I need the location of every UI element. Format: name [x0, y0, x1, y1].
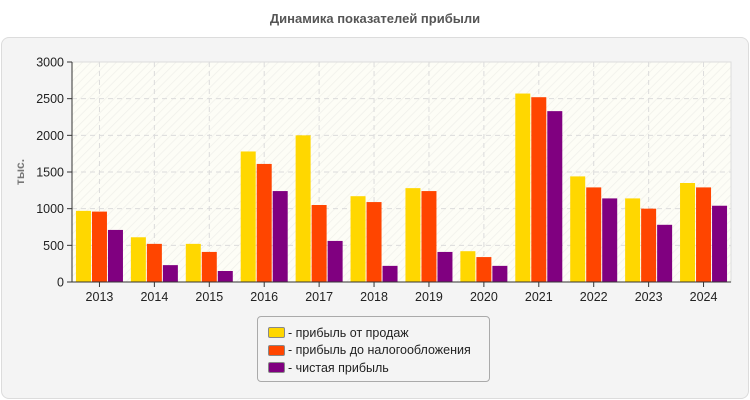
bar-2023-series-3: [657, 224, 673, 282]
bar-2014-series-1: [130, 237, 146, 282]
bar-2022-series-2: [586, 187, 602, 282]
legend-swatch: [268, 344, 285, 356]
bar-2019-series-3: [437, 251, 453, 282]
legend: - прибыль от продаж - прибыль до налогоо…: [257, 316, 490, 382]
bar-2015-series-1: [185, 243, 201, 282]
x-tick-label: 2019: [415, 290, 443, 304]
bar-2016-series-3: [272, 191, 288, 282]
bar-2022-series-3: [602, 198, 618, 282]
bar-2020-series-1: [460, 251, 476, 282]
bar-2013-series-2: [91, 211, 107, 282]
y-tick-label: 1500: [36, 166, 64, 180]
legend-label: - прибыль от продаж: [288, 325, 409, 340]
bar-2020-series-2: [476, 257, 492, 282]
legend-item: - чистая прибыль: [268, 359, 489, 377]
bar-2021-series-3: [547, 111, 563, 282]
bar-2023-series-1: [625, 198, 641, 282]
x-tick-label: 2015: [195, 290, 223, 304]
chart-title: Динамика показателей прибыли: [269, 11, 481, 26]
bar-2014-series-2: [146, 243, 162, 282]
legend-item: - прибыль до налогообложения: [268, 342, 489, 360]
bar-2018-series-1: [350, 196, 366, 282]
bar-2013-series-1: [75, 210, 91, 282]
bar-2013-series-3: [107, 229, 123, 282]
y-axis-label: тыс.: [13, 159, 27, 185]
legend-label: - прибыль до налогообложения: [288, 343, 471, 358]
bar-2020-series-3: [492, 265, 508, 282]
y-tick-label: 3000: [36, 56, 64, 70]
bar-2017-series-1: [295, 135, 311, 282]
x-tick-label: 2018: [360, 290, 388, 304]
y-tick-label: 500: [43, 239, 64, 253]
legend-swatch: [268, 327, 285, 339]
bar-2019-series-1: [405, 188, 421, 282]
y-tick-label: 2000: [36, 129, 64, 143]
bar-2021-series-1: [515, 93, 531, 283]
x-tick-label: 2022: [580, 290, 608, 304]
bar-2014-series-3: [162, 265, 178, 282]
y-tick-label: 2500: [36, 92, 64, 106]
legend-label: - чистая прибыль: [288, 360, 389, 375]
y-tick-label: 0: [57, 276, 64, 290]
bar-2015-series-2: [201, 251, 217, 282]
legend-item: - прибыль от продаж: [268, 324, 489, 342]
y-tick-label: 1000: [36, 202, 64, 216]
bar-2023-series-2: [641, 208, 657, 282]
x-tick-label: 2023: [635, 290, 663, 304]
x-tick-label: 2017: [305, 290, 333, 304]
bar-2018-series-2: [366, 202, 382, 282]
x-tick-label: 2020: [470, 290, 498, 304]
legend-swatch: [268, 362, 285, 374]
bar-2016-series-1: [240, 151, 256, 282]
x-tick-label: 2016: [250, 290, 278, 304]
bar-2017-series-2: [311, 205, 327, 282]
bar-2015-series-3: [217, 271, 233, 282]
bar-2024-series-1: [680, 183, 696, 282]
x-tick-label: 2014: [140, 290, 168, 304]
bar-2016-series-2: [256, 163, 272, 282]
x-tick-label: 2024: [690, 290, 718, 304]
bar-2019-series-2: [421, 191, 437, 282]
x-tick-label: 2013: [86, 290, 114, 304]
bar-2024-series-3: [712, 205, 728, 282]
x-tick-label: 2021: [525, 290, 553, 304]
bar-2018-series-3: [382, 265, 398, 282]
bar-2022-series-1: [570, 176, 586, 282]
bar-2024-series-2: [696, 187, 712, 282]
bar-2017-series-3: [327, 240, 343, 282]
bar-2021-series-2: [531, 97, 547, 282]
